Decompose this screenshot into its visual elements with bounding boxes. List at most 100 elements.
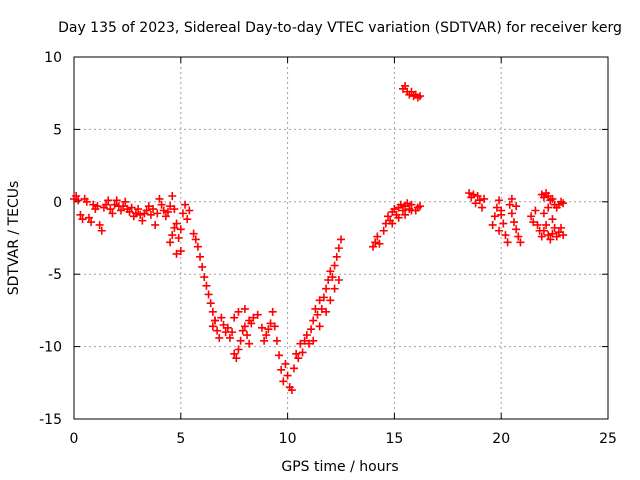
data-point (296, 339, 305, 348)
data-point (302, 331, 311, 340)
data-point (490, 212, 499, 221)
data-point (337, 235, 345, 244)
data-point (559, 199, 568, 208)
x-axis-label: GPS time / hours (281, 459, 398, 475)
data-point (84, 213, 93, 222)
y-tick-label: 0 (53, 195, 62, 211)
data-point (193, 242, 202, 251)
data-point (89, 200, 98, 209)
data-point (238, 326, 247, 335)
data-point (294, 354, 303, 363)
data-point (93, 202, 102, 211)
data-point (95, 220, 104, 229)
data-point (497, 210, 506, 219)
data-point (149, 205, 158, 214)
data-point (138, 216, 147, 225)
data-point (309, 336, 318, 345)
data-point (228, 328, 237, 337)
data-point (548, 194, 557, 203)
data-point (304, 339, 313, 348)
data-point (315, 296, 324, 305)
data-point (334, 275, 343, 284)
data-point (234, 345, 243, 354)
data-point (529, 218, 538, 227)
data-point (369, 242, 378, 251)
data-point (108, 209, 117, 218)
data-point (407, 87, 416, 96)
data-point (475, 196, 484, 205)
data-point (225, 333, 234, 342)
data-point (516, 238, 525, 247)
data-point (215, 333, 224, 342)
data-point (403, 199, 412, 208)
data-point (208, 307, 217, 316)
data-point (388, 219, 397, 228)
data-point (155, 194, 164, 203)
data-point (507, 209, 516, 218)
data-point (74, 196, 83, 205)
data-point (136, 210, 145, 219)
data-point (559, 231, 568, 240)
data-point (178, 209, 187, 218)
data-point (257, 323, 266, 332)
data-point (112, 196, 121, 205)
data-point (477, 203, 486, 212)
data-point (97, 226, 106, 235)
data-point (315, 322, 324, 331)
data-point (253, 310, 262, 319)
data-point (505, 200, 514, 209)
data-point (183, 215, 192, 224)
data-point (330, 261, 339, 270)
data-point (313, 310, 322, 319)
x-tick-label: 10 (279, 431, 297, 447)
data-point (539, 193, 548, 202)
data-point (181, 200, 190, 209)
data-point (78, 215, 87, 224)
data-point (554, 228, 563, 237)
data-point (198, 262, 207, 271)
data-point (232, 354, 241, 363)
data-point (116, 206, 125, 215)
data-point (469, 190, 478, 199)
data-point (544, 203, 553, 212)
data-point (495, 226, 504, 235)
data-point (240, 304, 249, 313)
data-point (309, 316, 318, 325)
grid (74, 57, 608, 419)
data-point (326, 267, 335, 276)
data-point (501, 231, 510, 240)
data-point (322, 307, 331, 316)
data-point (268, 307, 277, 316)
data-point (245, 339, 254, 348)
data-point (191, 235, 200, 244)
data-point (544, 231, 553, 240)
data-point (383, 212, 392, 221)
x-tick-label: 0 (70, 431, 79, 447)
data-point (172, 249, 181, 258)
data-point (507, 194, 516, 203)
data-point (240, 322, 249, 331)
data-point (151, 220, 160, 229)
axis-ticks: 0 5 10 15 20 25 10 5 0 -5 -10 -15 (39, 50, 617, 447)
data-point (157, 200, 166, 209)
y-tick-label: 10 (44, 50, 62, 66)
data-point (166, 202, 175, 211)
data-point (401, 81, 410, 90)
data-point (398, 206, 407, 215)
data-point (546, 235, 555, 244)
data-point (204, 290, 213, 299)
data-point (210, 316, 219, 325)
data-point (104, 196, 113, 205)
data-point (106, 205, 115, 214)
data-point (290, 364, 299, 373)
y-axis-label: SDTVAR / TECUs (6, 181, 22, 296)
data-point (266, 319, 275, 328)
data-point (196, 252, 205, 261)
data-point (208, 322, 217, 331)
data-point (375, 239, 384, 248)
data-point (533, 220, 542, 229)
data-point (292, 349, 301, 358)
data-point (168, 231, 177, 240)
data-point (87, 218, 96, 227)
data-point (488, 220, 497, 229)
